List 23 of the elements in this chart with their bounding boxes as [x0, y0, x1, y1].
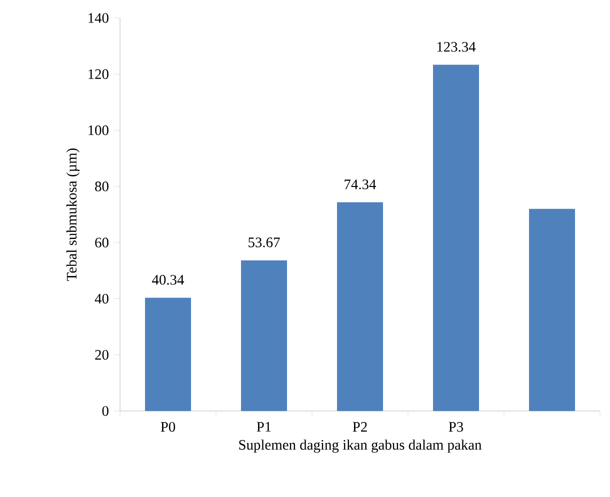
- y-tick-label: 80: [95, 182, 108, 192]
- bar: [241, 260, 288, 411]
- x-axis-title: Suplemen daging ikan gabus dalam pakan: [239, 440, 482, 453]
- y-tick-label: 60: [95, 238, 108, 248]
- y-tick-label: 120: [88, 69, 108, 80]
- data-label: 123.34: [437, 42, 476, 52]
- data-label: 74.34: [344, 180, 376, 190]
- bar: [433, 64, 480, 411]
- bar: [529, 208, 576, 411]
- y-tick-label: 140: [88, 13, 108, 23]
- y-tick-label: 100: [88, 125, 108, 136]
- y-tick-label: 40: [94, 294, 108, 304]
- x-tick-label: P2: [352, 422, 367, 432]
- x-tick-label: P0: [160, 422, 176, 432]
- y-axis-title: Tebal submukosa (µm): [66, 148, 80, 281]
- x-tick-label: P1: [256, 422, 271, 432]
- x-tick-label: P3: [448, 422, 464, 432]
- data-label: 53.67: [248, 238, 280, 248]
- y-tick-label: 0: [102, 406, 108, 416]
- data-label: 40.34: [152, 274, 184, 285]
- bar: [337, 202, 384, 411]
- y-tick-label: 20: [95, 350, 108, 360]
- bar: [145, 298, 192, 411]
